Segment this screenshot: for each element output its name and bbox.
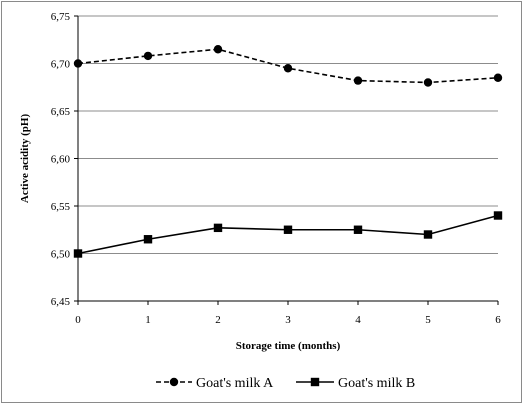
data-point — [283, 225, 293, 234]
y-tick-label: 6,55 — [51, 201, 71, 213]
x-tick-label: 6 — [495, 314, 501, 326]
legend: Goat's milk A Goat's milk B — [156, 376, 415, 391]
axes — [74, 15, 499, 305]
y-axis-title: Active acidity (pH) — [19, 114, 31, 204]
data-point — [493, 211, 503, 220]
series-layer — [73, 45, 503, 258]
x-tick-label: 3 — [285, 314, 291, 326]
x-tick-labels: 0 1 2 3 4 5 6 — [75, 314, 501, 326]
y-tick-label: 6,70 — [51, 59, 71, 71]
legend-item: Goat's milk A — [156, 376, 274, 391]
y-tick-label: 6,45 — [51, 296, 71, 308]
y-tick-label: 6,50 — [51, 249, 71, 261]
y-tick-labels: 6,45 6,50 6,55 6,60 6,65 6,70 6,75 — [51, 11, 71, 308]
data-point — [213, 45, 223, 54]
series-a — [73, 45, 503, 87]
data-point — [143, 51, 153, 61]
grid-lines — [78, 15, 498, 302]
legend-marker — [310, 377, 320, 387]
series-line — [77, 214, 499, 255]
y-tick-label: 6,75 — [51, 11, 71, 23]
x-tick-label: 4 — [355, 314, 361, 326]
x-tick-label: 5 — [425, 314, 431, 326]
data-point — [283, 64, 293, 73]
data-point — [493, 73, 503, 82]
legend-marker — [169, 377, 179, 387]
legend-label: Goat's milk A — [196, 376, 274, 391]
y-tick-label: 6,60 — [51, 154, 71, 166]
x-tick-label: 1 — [145, 314, 151, 326]
data-point — [353, 76, 363, 85]
data-point — [213, 223, 223, 233]
data-point — [353, 225, 363, 234]
data-point — [73, 249, 83, 258]
x-tick-label: 2 — [215, 314, 221, 326]
data-point — [423, 78, 433, 87]
x-tick-label: 0 — [75, 314, 81, 326]
data-point — [423, 230, 433, 239]
legend-label: Goat's milk B — [338, 376, 415, 391]
data-point — [73, 59, 83, 68]
series-b — [73, 211, 503, 258]
x-axis-title: Storage time (months) — [236, 340, 341, 352]
y-tick-label: 6,65 — [51, 106, 71, 118]
legend-item: Goat's milk B — [296, 376, 415, 391]
data-point — [143, 235, 153, 244]
